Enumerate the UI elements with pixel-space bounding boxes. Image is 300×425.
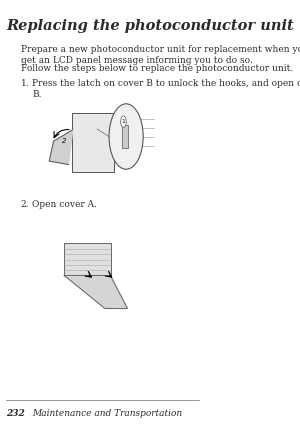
- Text: 232: 232: [6, 409, 25, 418]
- FancyBboxPatch shape: [64, 243, 111, 276]
- Ellipse shape: [109, 104, 143, 169]
- Text: Open cover A.: Open cover A.: [32, 200, 98, 209]
- Polygon shape: [64, 275, 128, 309]
- FancyBboxPatch shape: [72, 113, 114, 173]
- FancyBboxPatch shape: [122, 125, 128, 148]
- Text: Prepare a new photoconductor unit for replacement when you
get an LCD panel mess: Prepare a new photoconductor unit for re…: [20, 45, 300, 65]
- Text: Press the latch on cover B to unlock the hooks, and open cover
B.: Press the latch on cover B to unlock the…: [32, 79, 300, 99]
- Text: 1: 1: [122, 119, 125, 124]
- Text: Follow the steps below to replace the photoconductor unit.: Follow the steps below to replace the ph…: [20, 64, 293, 73]
- Text: Maintenance and Transportation: Maintenance and Transportation: [32, 409, 182, 418]
- Circle shape: [121, 116, 126, 128]
- Polygon shape: [49, 130, 73, 164]
- Text: 2: 2: [62, 138, 67, 144]
- Text: 2.: 2.: [20, 200, 29, 209]
- Text: Replacing the photoconductor unit: Replacing the photoconductor unit: [6, 19, 294, 33]
- Text: 1.: 1.: [20, 79, 29, 88]
